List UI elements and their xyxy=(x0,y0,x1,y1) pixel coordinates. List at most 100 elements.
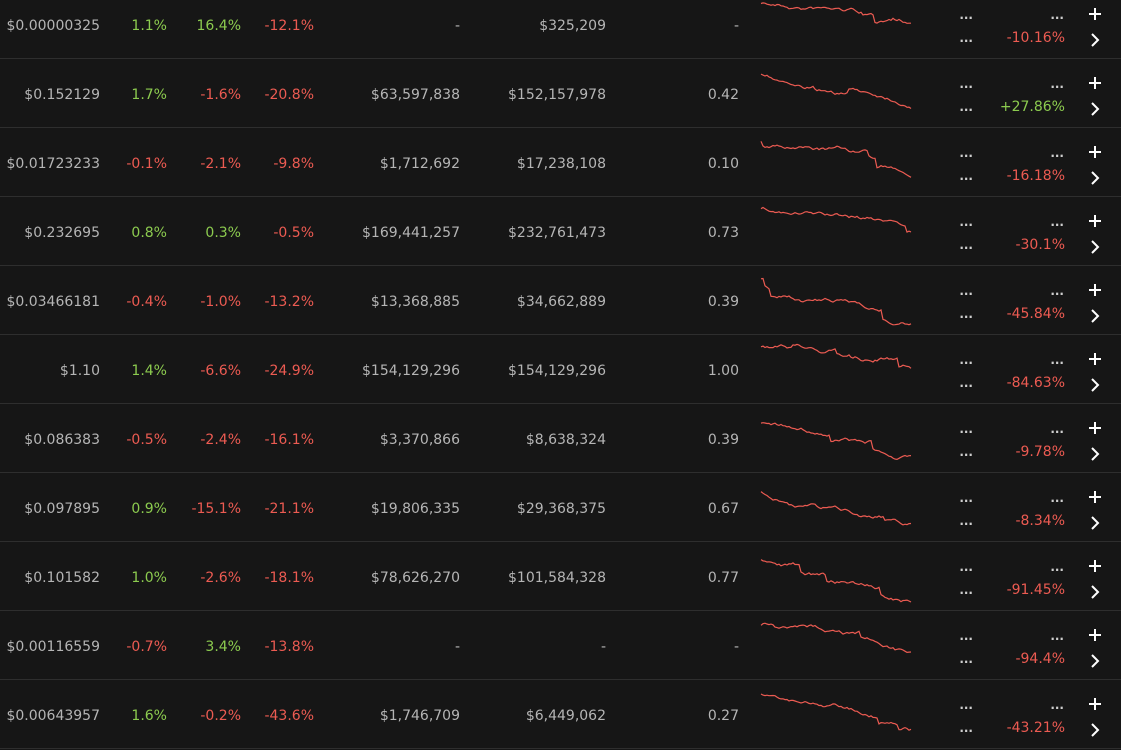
volume-cell: - xyxy=(454,639,460,655)
mcap-cell: $325,209 xyxy=(539,18,606,34)
h24-cell: -0.2% xyxy=(200,708,241,724)
mcap-cell: $232,761,473 xyxy=(508,225,606,241)
more3-cell: ... xyxy=(1050,560,1064,574)
mcap-cell: $17,238,108 xyxy=(516,156,606,172)
ratio-cell: - xyxy=(733,639,739,655)
sparkline xyxy=(760,491,912,526)
d7-cell: -12.1% xyxy=(264,18,314,34)
h24-cell: -1.6% xyxy=(200,87,241,103)
d7-cell: -24.9% xyxy=(264,363,314,379)
volume-cell: $13,368,885 xyxy=(370,294,460,310)
more1-cell: ... xyxy=(959,215,973,229)
change-cell: -8.34% xyxy=(1015,513,1065,529)
price-cell: $1.10 xyxy=(59,363,100,379)
more1-cell: ... xyxy=(959,491,973,505)
h24-cell: 3.4% xyxy=(205,639,241,655)
more3-cell: ... xyxy=(1050,146,1064,160)
row-actions[interactable] xyxy=(1086,625,1106,675)
row-actions[interactable] xyxy=(1086,487,1106,537)
change-cell: -10.16% xyxy=(1006,30,1065,46)
ratio-cell: 0.73 xyxy=(707,225,739,241)
sparkline xyxy=(760,277,912,326)
change-cell: -91.45% xyxy=(1006,582,1065,598)
table-row[interactable]: $0.00000325 1.1% 16.4% -12.1% - $325,209 -....… xyxy=(0,0,1121,59)
h1-cell: 1.7% xyxy=(131,87,167,103)
row-actions[interactable] xyxy=(1086,418,1106,468)
price-cell: $0.086383 xyxy=(24,432,100,448)
more2-cell: ... xyxy=(959,169,973,183)
price-cell: $0.152129 xyxy=(24,87,100,103)
more1-cell: ... xyxy=(959,422,973,436)
price-cell: $0.00000325 xyxy=(6,18,100,34)
sparkline-path xyxy=(760,343,912,369)
change-cell: -43.21% xyxy=(1006,720,1065,736)
sparkline xyxy=(760,141,912,178)
table-row[interactable]: $0.00643957 1.6% -0.2% -43.6% $1,746,709 $6,4… xyxy=(0,680,1121,749)
table-row[interactable]: $1.10 1.4% -6.6% -24.9% $154,129,296 $154,129… xyxy=(0,335,1121,404)
d7-cell: -0.5% xyxy=(273,225,314,241)
h24-cell: -2.1% xyxy=(200,156,241,172)
table-row[interactable]: $0.00116559 -0.7% 3.4% -13.8% - - -......... -9… xyxy=(0,611,1121,680)
table-row[interactable]: $0.086383 -0.5% -2.4% -16.1% $3,370,866 $8,63… xyxy=(0,404,1121,473)
row-actions[interactable] xyxy=(1086,73,1106,123)
sparkline-path xyxy=(760,422,912,461)
mcap-cell: $152,157,978 xyxy=(508,87,606,103)
h24-cell: -2.6% xyxy=(200,570,241,586)
table-row[interactable]: $0.03466181 -0.4% -1.0% -13.2% $13,368,885 $3… xyxy=(0,266,1121,335)
ratio-cell: 0.27 xyxy=(707,708,739,724)
sparkline-path xyxy=(760,277,912,326)
volume-cell: $19,806,335 xyxy=(370,501,460,517)
table-row[interactable]: $0.101582 1.0% -2.6% -18.1% $78,626,270 $101,… xyxy=(0,542,1121,611)
more1-cell: ... xyxy=(959,353,973,367)
sparkline-path xyxy=(760,141,912,178)
more2-cell: ... xyxy=(959,721,973,735)
volume-cell: $1,746,709 xyxy=(379,708,460,724)
change-cell: -94.4% xyxy=(1015,651,1065,667)
row-actions[interactable] xyxy=(1086,694,1106,744)
sparkline-path xyxy=(760,559,912,603)
h24-cell: 16.4% xyxy=(196,18,241,34)
more3-cell: ... xyxy=(1050,8,1064,22)
more3-cell: ... xyxy=(1050,491,1064,505)
more1-cell: ... xyxy=(959,560,973,574)
price-cell: $0.00116559 xyxy=(6,639,100,655)
price-cell: $0.00643957 xyxy=(6,708,100,724)
row-actions[interactable] xyxy=(1086,556,1106,606)
more1-cell: ... xyxy=(959,629,973,643)
h24-cell: -15.1% xyxy=(191,501,241,517)
volume-cell: $63,597,838 xyxy=(370,87,460,103)
h24-cell: -2.4% xyxy=(200,432,241,448)
h1-cell: 1.0% xyxy=(131,570,167,586)
volume-cell: $3,370,866 xyxy=(379,432,460,448)
price-cell: $0.03466181 xyxy=(6,294,100,310)
row-actions[interactable] xyxy=(1086,142,1106,192)
table-row[interactable]: $0.232695 0.8% 0.3% -0.5% $169,441,257 $232,7… xyxy=(0,197,1121,266)
table-row[interactable]: $0.152129 1.7% -1.6% -20.8% $63,597,838 $152,… xyxy=(0,59,1121,128)
row-actions[interactable] xyxy=(1086,4,1106,54)
mcap-cell: $6,449,062 xyxy=(525,708,606,724)
more3-cell: ... xyxy=(1050,284,1064,298)
volume-cell: - xyxy=(454,18,460,34)
row-actions[interactable] xyxy=(1086,211,1106,261)
price-cell: $0.01723233 xyxy=(6,156,100,172)
sparkline xyxy=(760,622,912,654)
more1-cell: ... xyxy=(959,8,973,22)
ratio-cell: 0.77 xyxy=(707,570,739,586)
sparkline-path xyxy=(760,206,912,233)
change-cell: -30.1% xyxy=(1015,237,1065,253)
volume-cell: $1,712,692 xyxy=(379,156,460,172)
more2-cell: ... xyxy=(959,31,973,45)
change-cell: -9.78% xyxy=(1015,444,1065,460)
sparkline xyxy=(760,2,911,24)
ratio-cell: 0.67 xyxy=(707,501,739,517)
table-row[interactable]: $0.01723233 -0.1% -2.1% -9.8% $1,712,692 $17,… xyxy=(0,128,1121,197)
row-actions[interactable] xyxy=(1086,280,1106,330)
more2-cell: ... xyxy=(959,100,973,114)
more3-cell: ... xyxy=(1050,422,1064,436)
table-row[interactable]: $0.097895 0.9% -15.1% -21.1% $19,806,335 $29,… xyxy=(0,473,1121,542)
mcap-cell: $29,368,375 xyxy=(516,501,606,517)
sparkline xyxy=(760,343,912,369)
more3-cell: ... xyxy=(1050,353,1064,367)
row-actions[interactable] xyxy=(1086,349,1106,399)
mcap-cell: - xyxy=(600,639,606,655)
